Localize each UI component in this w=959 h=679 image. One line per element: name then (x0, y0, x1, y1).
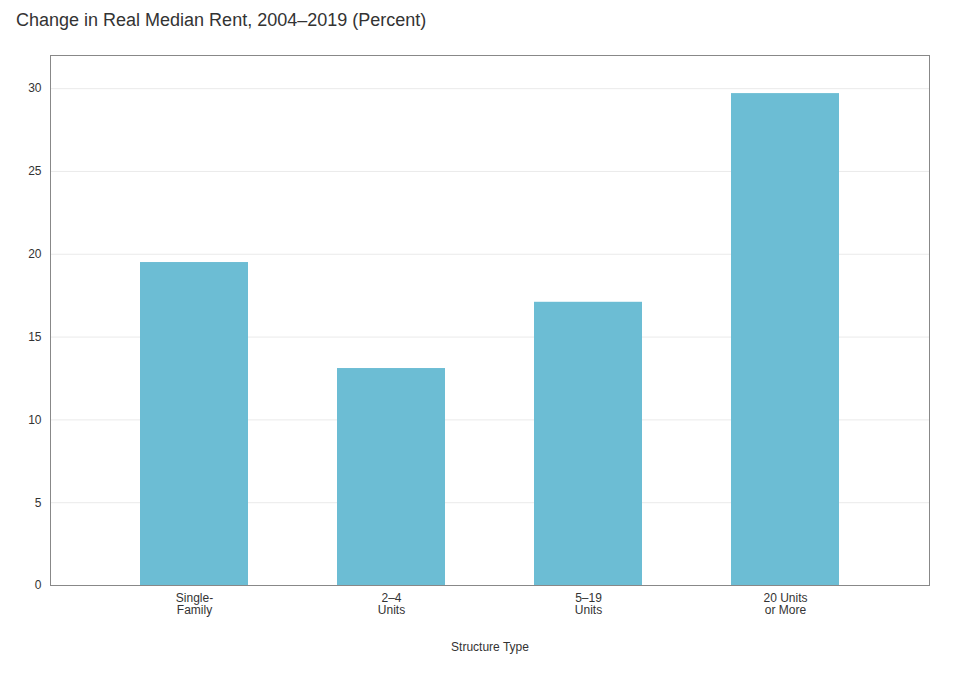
svg-text:2–4Units: 2–4Units (378, 591, 405, 617)
svg-text:30: 30 (28, 81, 42, 95)
svg-text:20: 20 (28, 247, 42, 261)
svg-text:Structure Type: Structure Type (451, 640, 529, 654)
svg-text:20 Unitsor More: 20 Unitsor More (763, 591, 807, 617)
svg-text:0: 0 (35, 578, 42, 592)
html-text:Change in Real Median Rent, 20: Change in Real Median Rent, 2004–2019 (P… (16, 10, 427, 30)
svg-text:10: 10 (28, 413, 42, 427)
svg-text:15: 15 (28, 330, 42, 344)
svg-text:5–19Units: 5–19Units (575, 591, 602, 617)
svg-text:Single-Family: Single-Family (176, 591, 213, 617)
svg-text:25: 25 (28, 164, 42, 178)
svg-text:5: 5 (35, 496, 42, 510)
